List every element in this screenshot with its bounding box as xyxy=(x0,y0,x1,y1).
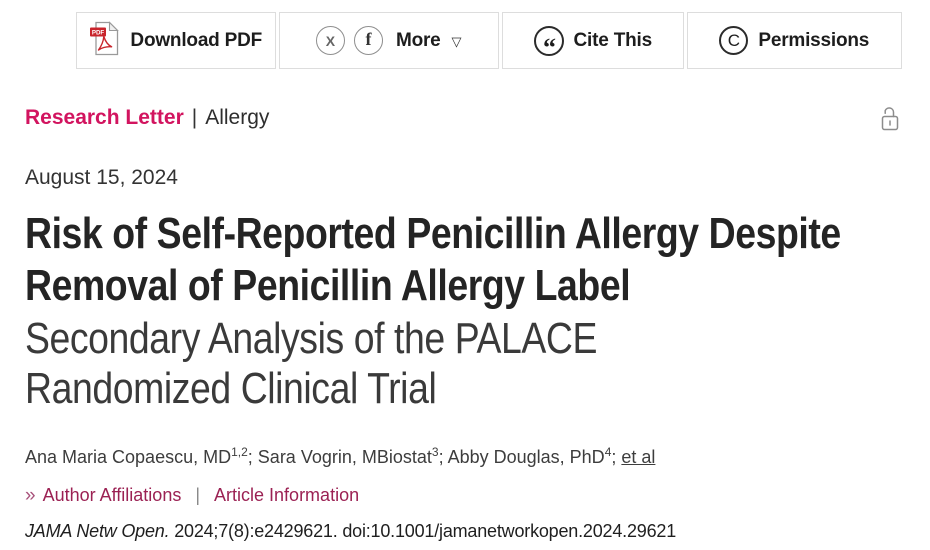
facebook-glyph: f xyxy=(365,29,372,49)
copyright-icon: C xyxy=(719,26,749,55)
citation-text: 2024;7(8):e2429621. doi:10.1001/jamanetw… xyxy=(169,521,677,541)
author: Sara Vogrin, MBiostat xyxy=(257,447,432,467)
author-affiliations-link[interactable]: Author Affiliations xyxy=(42,485,182,505)
svg-text:PDF: PDF xyxy=(92,29,105,36)
x-glyph: X xyxy=(325,32,336,49)
author-affil-sup: 4 xyxy=(604,445,612,459)
author: Ana Maria Copaescu, MD xyxy=(25,447,232,467)
links-divider: | xyxy=(195,485,201,505)
authors-line: Ana Maria Copaescu, MD1,2; Sara Vogrin, … xyxy=(25,445,656,467)
category-line: Research Letter | Allergy xyxy=(25,106,269,130)
facebook-icon[interactable]: f xyxy=(353,26,383,55)
publish-date: August 15, 2024 xyxy=(25,166,178,189)
author: Abby Douglas, PhD xyxy=(447,447,605,467)
double-chevron-icon: » xyxy=(25,485,36,506)
quote-icon: “ xyxy=(533,25,564,60)
topic-link[interactable]: Allergy xyxy=(205,106,270,129)
cite-this-label: Cite This xyxy=(573,29,653,51)
author-affil-sup: 1,2 xyxy=(231,445,248,459)
share-more-group: X f More ▽ xyxy=(278,12,499,69)
category-separator: | xyxy=(191,106,198,129)
et-al-link[interactable]: et al xyxy=(621,447,656,467)
category-link[interactable]: Research Letter xyxy=(25,106,184,129)
cite-this-button[interactable]: “ Cite This xyxy=(501,12,684,69)
download-pdf-button[interactable]: PDF Download PDF xyxy=(76,12,276,69)
article-subtitle: Secondary Analysis of the PALACE Randomi… xyxy=(25,313,597,414)
article-information-link[interactable]: Article Information xyxy=(214,485,360,505)
article-title: Risk of Self-Reported Penicillin Allergy… xyxy=(25,209,841,310)
open-access-lock-icon xyxy=(878,104,902,139)
article-toolbar: PDF Download PDF X f More ▽ “ xyxy=(76,12,902,69)
x-twitter-icon[interactable]: X xyxy=(315,26,345,55)
permissions-button[interactable]: C Permissions xyxy=(686,12,902,69)
article-links-row: » Author Affiliations | Article Information xyxy=(25,485,902,507)
pdf-icon: PDF xyxy=(89,20,120,62)
journal-name: JAMA Netw Open. xyxy=(25,521,170,541)
more-button[interactable]: More xyxy=(395,29,441,51)
chevron-down-icon[interactable]: ▽ xyxy=(451,34,462,49)
citation-line: JAMA Netw Open. 2024;7(8):e2429621. doi:… xyxy=(25,521,902,542)
download-pdf-label: Download PDF xyxy=(130,29,263,51)
category-row: Research Letter | Allergy xyxy=(25,106,902,139)
author-affil-sup: 3 xyxy=(431,445,439,459)
permissions-label: Permissions xyxy=(758,29,870,51)
